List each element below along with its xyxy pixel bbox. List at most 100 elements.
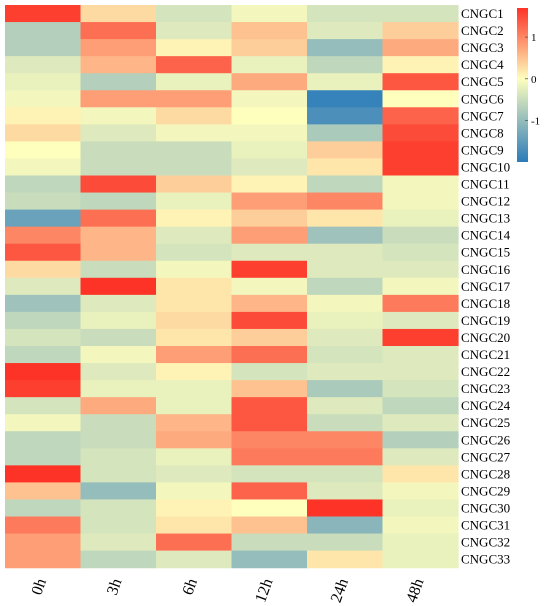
heatmap-cell-cngc22-48h	[382, 363, 459, 381]
heatmap-cell-cngc27-6h	[156, 448, 233, 466]
heatmap-cell-cngc16-0h	[5, 260, 82, 279]
heatmap-cell-cngc29-24h	[307, 482, 384, 501]
heatmap-cell-cngc6-3h	[80, 90, 157, 108]
heatmap-cell-cngc26-24h	[307, 431, 384, 449]
column-label-48h: 48h	[403, 576, 427, 604]
heatmap-cell-cngc2-3h	[80, 22, 157, 40]
heatmap-cell-cngc31-24h	[307, 516, 384, 535]
color-legend-tick-label: 0	[531, 74, 537, 86]
color-legend-bar	[517, 8, 528, 162]
heatmap-cell-cngc16-12h	[231, 260, 308, 279]
heatmap-cell-cngc9-0h	[5, 141, 82, 160]
heatmap-cell-cngc1-12h	[231, 5, 308, 23]
heatmap-cell-cngc7-12h	[231, 107, 308, 125]
heatmap-cell-cngc1-24h	[307, 5, 384, 23]
heatmap-cell-cngc28-12h	[231, 465, 308, 483]
heatmap-cell-cngc29-6h	[156, 482, 233, 501]
heatmap-cell-cngc22-3h	[80, 363, 157, 381]
heatmap-cell-cngc19-12h	[231, 311, 308, 330]
heatmap-cell-cngc23-48h	[382, 380, 459, 398]
heatmap-cell-cngc18-6h	[156, 294, 233, 313]
heatmap-cell-cngc17-6h	[156, 277, 233, 296]
row-label-cngc30: CNGC30	[461, 500, 510, 515]
row-label-cngc21: CNGC21	[461, 347, 510, 362]
heatmap-cell-cngc11-12h	[231, 175, 308, 194]
row-label-cngc5: CNGC5	[461, 74, 504, 89]
heatmap-cell-cngc24-12h	[231, 397, 308, 415]
heatmap-cell-cngc25-24h	[307, 414, 384, 432]
heatmap-cell-cngc28-6h	[156, 465, 233, 483]
heatmap-cell-cngc7-3h	[80, 107, 157, 125]
heatmap-cell-cngc13-6h	[156, 209, 233, 228]
heatmap-cell-cngc24-0h	[5, 397, 82, 415]
heatmap-cell-cngc10-3h	[80, 158, 157, 177]
heatmap-cell-cngc7-24h	[307, 107, 384, 125]
row-label-cngc23: CNGC23	[461, 381, 510, 396]
heatmap-cell-cngc5-3h	[80, 73, 157, 91]
heatmap-cell-cngc7-6h	[156, 107, 233, 125]
heatmap-cell-cngc28-24h	[307, 465, 384, 483]
heatmap-cell-cngc23-24h	[307, 380, 384, 398]
heatmap-cell-cngc18-48h	[382, 294, 459, 313]
heatmap-cell-cngc2-6h	[156, 22, 233, 40]
heatmap-cell-cngc8-12h	[231, 124, 308, 142]
heatmap-cell-cngc15-6h	[156, 243, 233, 262]
column-label-3h: 3h	[104, 576, 125, 597]
heatmap-cell-cngc15-0h	[5, 243, 82, 262]
row-label-cngc26: CNGC26	[461, 432, 511, 447]
heatmap-cell-cngc1-3h	[80, 5, 157, 23]
heatmap-cell-cngc15-24h	[307, 243, 384, 262]
heatmap-cell-cngc18-12h	[231, 294, 308, 313]
heatmap-cell-cngc18-3h	[80, 294, 157, 313]
heatmap-cell-cngc17-3h	[80, 277, 157, 296]
row-label-cngc4: CNGC4	[461, 57, 504, 72]
heatmap-cell-cngc26-3h	[80, 431, 157, 449]
heatmap-cell-cngc26-6h	[156, 431, 233, 449]
heatmap-cell-cngc22-0h	[5, 363, 82, 381]
heatmap-cell-cngc3-12h	[231, 39, 308, 57]
heatmap-cell-cngc30-24h	[307, 499, 384, 518]
heatmap-cell-cngc23-12h	[231, 380, 308, 398]
heatmap-cell-cngc2-0h	[5, 22, 82, 40]
heatmap-cell-cngc21-48h	[382, 346, 459, 364]
heatmap-cell-cngc23-3h	[80, 380, 157, 398]
heatmap-cell-cngc30-0h	[5, 499, 82, 518]
heatmap-cell-cngc31-48h	[382, 516, 459, 535]
column-labels: 0h 3h 6h 12h 24h 48h	[29, 576, 428, 604]
heatmap-cell-cngc13-24h	[307, 209, 384, 228]
heatmap-cell-cngc29-0h	[5, 482, 82, 501]
heatmap-cell-cngc10-24h	[307, 158, 384, 177]
heatmap-cell-cngc19-48h	[382, 311, 459, 330]
heatmap-cell-cngc5-6h	[156, 73, 233, 91]
heatmap-cell-cngc25-12h	[231, 414, 308, 432]
heatmap-cell-cngc12-48h	[382, 192, 459, 211]
heatmap-cell-cngc4-6h	[156, 56, 233, 74]
heatmap-cell-cngc7-0h	[5, 107, 82, 125]
heatmap-cell-cngc3-0h	[5, 39, 82, 57]
heatmap-cell-cngc28-0h	[5, 465, 82, 483]
heatmap-cell-cngc20-48h	[382, 328, 459, 347]
heatmap-cell-cngc26-12h	[231, 431, 308, 449]
heatmap-cell-cngc20-3h	[80, 328, 157, 347]
heatmap-cell-cngc9-6h	[156, 141, 233, 160]
row-label-cngc1: CNGC1	[461, 6, 504, 21]
color-legend-tick-label: -1	[531, 115, 540, 127]
heatmap-cell-cngc14-3h	[80, 226, 157, 245]
row-label-cngc32: CNGC32	[461, 535, 510, 550]
heatmap-cell-cngc17-0h	[5, 277, 82, 296]
heatmap-cell-cngc20-6h	[156, 328, 233, 347]
heatmap-cell-cngc33-48h	[382, 550, 459, 569]
heatmap-cell-cngc29-3h	[80, 482, 157, 501]
heatmap-cell-cngc33-6h	[156, 550, 233, 569]
heatmap-cell-cngc23-0h	[5, 380, 82, 398]
row-label-cngc3: CNGC3	[461, 40, 504, 55]
heatmap-cell-cngc30-12h	[231, 499, 308, 518]
row-label-cngc12: CNGC12	[461, 194, 510, 209]
heatmap-cell-cngc19-0h	[5, 311, 82, 330]
heatmap-cell-cngc1-0h	[5, 5, 82, 23]
heatmap-cell-cngc10-0h	[5, 158, 82, 177]
heatmap-cell-cngc8-0h	[5, 124, 82, 142]
heatmap-cell-cngc16-48h	[382, 260, 459, 279]
heatmap-cell-cngc33-3h	[80, 550, 157, 569]
